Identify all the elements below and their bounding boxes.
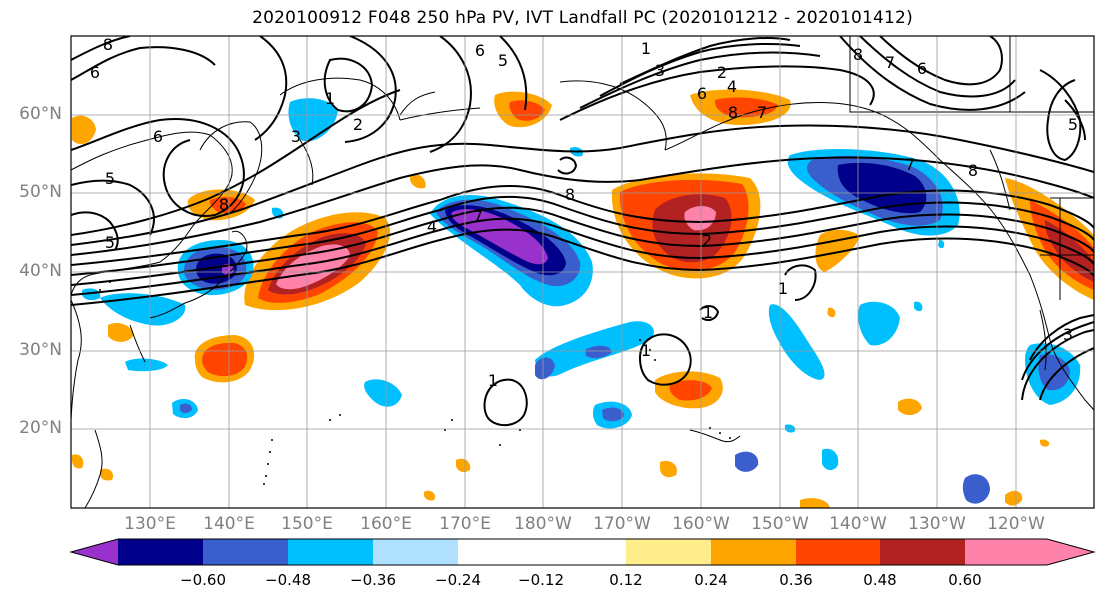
colorbar-segment <box>541 539 626 565</box>
lon-label: 150°E <box>281 514 333 534</box>
contour-label: 7 <box>885 53 895 72</box>
contour-label: 1 <box>703 303 713 322</box>
graticule <box>71 36 1094 508</box>
lon-label: 120°W <box>987 514 1045 534</box>
colorbar-tick-label: 0.48 <box>863 571 897 589</box>
colorbar-segment <box>373 539 458 565</box>
island-dots <box>99 259 731 485</box>
contour-label: 7 <box>905 155 915 174</box>
colorbar-tick-label: 0.24 <box>694 571 728 589</box>
colorbar-outline <box>69 538 1096 566</box>
contour-label: 7 <box>473 207 483 226</box>
lon-label: 180°W <box>514 514 572 534</box>
colorbar-tick-label: 0.60 <box>948 571 982 589</box>
colorbar-extend-low <box>71 539 118 565</box>
lat-label: 20°N <box>19 418 62 438</box>
contour-label: 4 <box>727 77 737 96</box>
lon-label: 160°W <box>672 514 730 534</box>
colorbar-tick-label: −0.60 <box>180 571 226 589</box>
contour-label: 1 <box>778 279 788 298</box>
lon-label: 170°E <box>439 514 491 534</box>
colorbar-tick-label: −0.48 <box>265 571 311 589</box>
contour-label: 6 <box>917 59 927 78</box>
contour-label: 8 <box>968 161 978 180</box>
contour-label: 3 <box>655 61 665 80</box>
colorbar-segment <box>118 539 203 565</box>
colorbar-segment <box>880 539 965 565</box>
colorbar-tick-label: −0.24 <box>435 571 481 589</box>
lat-label: 30°N <box>19 340 62 360</box>
colorbar-segment <box>626 539 711 565</box>
colorbar-segment <box>711 539 796 565</box>
contour-label: 2 <box>702 231 712 250</box>
lon-label: 150°W <box>751 514 809 534</box>
contour-label: 8 <box>565 185 575 204</box>
contour-label: 5 <box>498 51 508 70</box>
colorbar-tick-label: 0.36 <box>779 571 813 589</box>
contour-label: 2 <box>717 63 727 82</box>
lat-label: 50°N <box>19 182 62 202</box>
lon-label: 140°W <box>829 514 887 534</box>
colorbar-segment <box>288 539 373 565</box>
contour-label: 6 <box>697 84 707 103</box>
contour-label: 5 <box>105 169 115 188</box>
lat-label: 60°N <box>19 104 62 124</box>
lon-label: 130°W <box>908 514 966 534</box>
lon-label: 160°E <box>360 514 412 534</box>
colorbar-tick-label: −0.36 <box>350 571 396 589</box>
contour-label: 1 <box>325 89 335 108</box>
lon-label: 170°W <box>593 514 651 534</box>
contour-label: 6 <box>475 41 485 60</box>
contour-label-group: 8 6 5 3 1 2 6 5 1 3 2 4 6 8 7 6 7 8 5 8 … <box>90 35 1078 390</box>
colorbar-extend-high <box>965 539 1094 565</box>
map-frame <box>70 35 1095 509</box>
contour-label: 6 <box>90 63 100 82</box>
lon-label: 130°E <box>124 514 176 534</box>
colorbar-segment <box>796 539 880 565</box>
contour-label: 8 <box>219 195 229 214</box>
ivt-contours <box>71 36 1094 427</box>
contour-label: 7 <box>757 103 767 122</box>
contour-label: 3 <box>1063 325 1073 344</box>
contour-label: 1 <box>641 39 651 58</box>
contour-label: 8 <box>728 103 738 122</box>
lon-label: 140°E <box>203 514 255 534</box>
contour-label: 3 <box>291 127 301 146</box>
colorbar-segment <box>458 539 541 565</box>
colorbar-tick-label: −0.12 <box>518 571 564 589</box>
contour-label: 6 <box>153 127 163 146</box>
colorbar-tick-label: 0.12 <box>609 571 643 589</box>
page-title: 2020100912 F048 250 hPa PV, IVT Landfall… <box>252 8 913 28</box>
contour-label: 1 <box>641 341 651 360</box>
contour-label: 2 <box>353 115 363 134</box>
contour-label: 4 <box>427 217 437 236</box>
lat-label: 40°N <box>19 261 62 281</box>
borders <box>849 36 1094 300</box>
contour-label: 8 <box>103 35 113 54</box>
contour-label: 5 <box>1068 115 1078 134</box>
colorbar <box>69 538 1096 566</box>
colorbar-segment <box>203 539 288 565</box>
contour-label: 8 <box>853 45 863 64</box>
contour-label: 1 <box>488 371 498 390</box>
contour-label: 5 <box>105 233 115 252</box>
